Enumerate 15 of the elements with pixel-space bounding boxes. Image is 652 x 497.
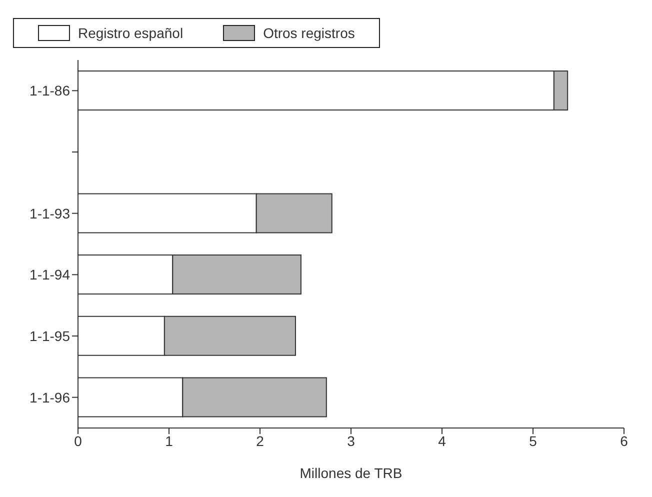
x-tick-label: 3 [347, 432, 356, 449]
y-tick-label: 1-1-94 [30, 266, 70, 283]
x-axis-title: Millones de TRB [300, 465, 402, 481]
text: Registro español [77, 25, 184, 41]
legend-label: Otros registros [262, 25, 355, 41]
x-tick-label: 5 [529, 432, 538, 449]
y-tick-label: 1-1-86 [30, 82, 70, 99]
x-tick-label: 2 [256, 432, 264, 449]
y-tick-label: 1-1-95 [30, 328, 70, 344]
y-tick-label: 1-1-96 [30, 389, 70, 406]
x-tick-label: 6 [620, 432, 628, 449]
x-tick-label: 1 [165, 432, 174, 449]
x-tick-label: 4 [438, 432, 446, 449]
x-tick-label: 0 [74, 432, 82, 449]
y-tick-label: 1-1-93 [30, 205, 70, 222]
